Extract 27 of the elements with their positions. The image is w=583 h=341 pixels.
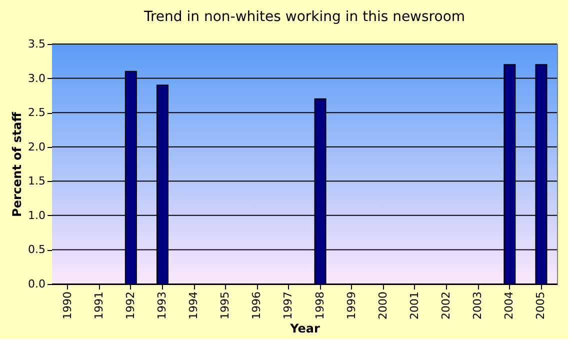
x-tick-label: 1996 <box>250 292 264 320</box>
x-axis-title: Year <box>289 321 320 336</box>
x-tick-label: 2000 <box>376 292 390 320</box>
y-tick-label: 1.0 <box>28 208 46 222</box>
x-tick-label: 1991 <box>92 292 106 320</box>
y-tick-label: 2.5 <box>28 106 46 120</box>
y-tick-label: 0.0 <box>28 278 46 290</box>
x-tick-label: 2003 <box>471 292 484 320</box>
y-axis-title: Percent of staff <box>10 112 24 217</box>
x-tick-label: 2004 <box>502 292 516 320</box>
x-tick-label: 1994 <box>187 292 200 320</box>
x-tick-label: 1992 <box>124 292 137 320</box>
y-tick-label: 3.5 <box>28 38 46 50</box>
x-tick-label: 1995 <box>218 292 232 320</box>
x-tick-label: 1997 <box>282 292 295 320</box>
y-tick-label: 2.0 <box>28 140 46 154</box>
x-tick-label: 2005 <box>534 292 548 320</box>
y-tick-label: 3.0 <box>28 72 46 85</box>
x-tick-label: 1998 <box>313 292 326 320</box>
x-tick-label: 1990 <box>60 292 74 320</box>
x-tick-label: 1999 <box>344 292 358 320</box>
chart-title: Trend in non-whites working in this newsroom <box>142 9 466 25</box>
x-tick-label: 2002 <box>440 292 453 320</box>
x-tick-label: 1993 <box>155 292 168 320</box>
x-tick-label: 2001 <box>408 292 421 320</box>
y-tick-label: 0.5 <box>28 243 46 256</box>
y-tick-label: 1.5 <box>28 174 46 188</box>
